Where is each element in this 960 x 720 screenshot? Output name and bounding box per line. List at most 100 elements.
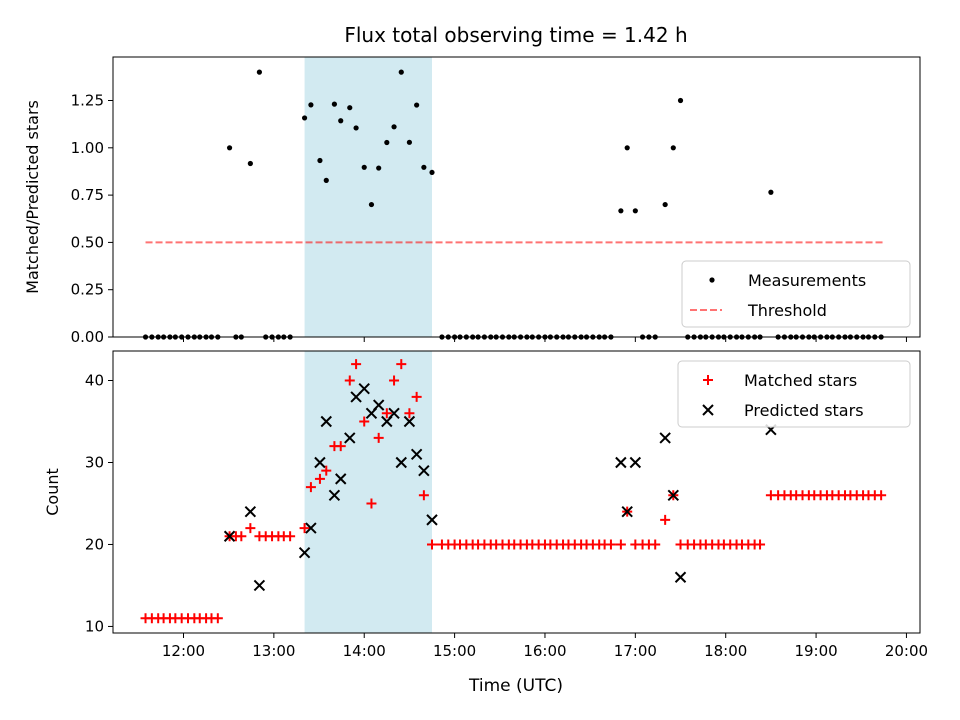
top-legend-label: Threshold <box>747 301 827 320</box>
bottom-matched-point <box>427 539 438 550</box>
top-measurement-point <box>317 157 323 164</box>
top-measurement-point <box>429 169 435 176</box>
top-measurement-point <box>247 160 253 167</box>
bottom-y-tick-label: 10 <box>85 617 104 635</box>
bottom-matched-point <box>321 465 332 476</box>
top-axes-frame <box>112 56 921 338</box>
top-measurement-point <box>618 208 624 214</box>
bottom-predicted-point <box>314 456 326 469</box>
bottom-matched-point <box>615 539 626 550</box>
bottom-predicted-point <box>244 505 257 518</box>
bottom-y-tick-label: 20 <box>85 535 104 553</box>
bottom-legend-box <box>677 360 911 428</box>
top-measurement-point <box>331 101 338 107</box>
top-y-tick-label: 0.50 <box>71 233 104 251</box>
top-measurement-point <box>414 102 420 108</box>
top-panel: 0.00 0.25 0.50 0.75 1.00 1.25 Matched/Predicte… <box>23 56 921 346</box>
bottom-predicted-point <box>253 579 266 592</box>
bottom-predicted-point <box>629 456 642 469</box>
bottom-predicted-point <box>403 415 416 428</box>
bottom-predicted-point <box>335 473 347 485</box>
top-measurement-point <box>226 145 233 151</box>
bottom-x-tick-label: 14:00 <box>343 642 386 660</box>
bottom-matched-point <box>418 490 429 501</box>
top-measurement-point <box>347 105 353 111</box>
bottom-predicted-point <box>410 448 423 460</box>
bottom-predicted-point <box>328 489 341 501</box>
bottom-axes-frame <box>112 350 921 634</box>
bottom-x-tick-label: 20:00 <box>885 642 928 660</box>
bottom-matched-point <box>381 408 392 419</box>
top-y-tick-label: 1.00 <box>71 139 104 157</box>
top-measurement-point <box>662 201 668 208</box>
top-y-tick-label: 0.75 <box>71 186 104 204</box>
bottom-matched-point <box>366 498 377 509</box>
legend-marker-predicted <box>702 404 714 416</box>
bottom-x-tick-label: 18:00 <box>704 642 747 660</box>
top-legend-label: Measurements <box>748 271 866 290</box>
bottom-matched-point <box>605 539 616 550</box>
bottom-predicted-point <box>659 432 671 444</box>
top-measurement-point <box>391 124 397 130</box>
bottom-matched-point <box>335 441 346 452</box>
bottom-x-tick-label: 12:00 <box>162 642 205 660</box>
top-legend-box <box>681 260 911 328</box>
legend-marker-measurements <box>709 277 715 283</box>
bottom-predicted-point <box>344 432 356 444</box>
bottom-matched-point <box>344 375 355 386</box>
bottom-predicted-point <box>388 407 400 420</box>
bottom-legend: Matched stars Predicted stars <box>677 360 911 428</box>
bottom-x-tick-label: 15:00 <box>433 642 476 660</box>
bottom-y-axis-label: Count <box>43 468 62 516</box>
top-measurement-point <box>353 125 359 131</box>
bottom-predicted-point <box>667 489 679 501</box>
bottom-observing-span <box>304 351 433 633</box>
bottom-matched-point <box>351 359 362 370</box>
top-measurement-point <box>632 208 638 214</box>
bottom-predicted-point <box>426 514 438 526</box>
legend-marker-matched <box>703 375 713 385</box>
bottom-matched-point <box>404 408 415 419</box>
bottom-matched-point <box>245 523 256 534</box>
top-y-axis-label: Matched/Predicted stars <box>23 100 42 294</box>
bottom-matched-point <box>389 375 400 386</box>
top-measurement-point <box>361 164 367 170</box>
bottom-matched-point <box>373 432 384 443</box>
bottom-x-tick-label: 16:00 <box>523 642 566 660</box>
bottom-predicted-point <box>320 415 332 428</box>
bottom-predicted-point <box>674 571 687 583</box>
top-measurement-point <box>670 145 676 151</box>
bottom-y-tick-label: 30 <box>85 453 104 471</box>
top-measurement-point <box>406 139 413 145</box>
top-measurement-point <box>677 97 684 104</box>
top-measurement-point <box>768 189 774 195</box>
top-measurement-point <box>301 115 308 121</box>
top-measurement-point <box>421 164 427 170</box>
top-measurement-point <box>376 165 382 171</box>
bottom-x-tick-label: 13:00 <box>252 642 295 660</box>
bottom-matched-point <box>650 539 661 550</box>
bottom-matched-point <box>876 490 887 501</box>
top-measurement-point <box>398 69 404 75</box>
bottom-matched-point <box>411 391 422 402</box>
top-legend: Measurements Threshold <box>681 260 911 328</box>
bottom-x-tick-label: 17:00 <box>614 642 657 660</box>
bottom-predicted-point <box>395 456 407 469</box>
bottom-matched-point <box>755 539 766 550</box>
top-measurement-point <box>256 69 262 75</box>
top-measurement-point <box>338 118 344 124</box>
bottom-y-tick-label: 40 <box>85 372 104 390</box>
bottom-matched-point <box>359 416 370 427</box>
bottom-predicted-point <box>298 546 311 559</box>
bottom-legend-label: Predicted stars <box>744 401 864 420</box>
bottom-predicted-point <box>358 383 370 395</box>
bottom-predicted-point <box>372 399 385 411</box>
bottom-predicted-point <box>305 522 317 534</box>
top-measurement-point <box>624 145 630 151</box>
bottom-predicted-point <box>615 456 627 469</box>
top-measurement-point <box>308 102 314 108</box>
top-measurement-point <box>384 139 390 146</box>
bottom-x-tick-label: 19:00 <box>794 642 837 660</box>
x-axis-label: Time (UTC) <box>468 676 563 696</box>
